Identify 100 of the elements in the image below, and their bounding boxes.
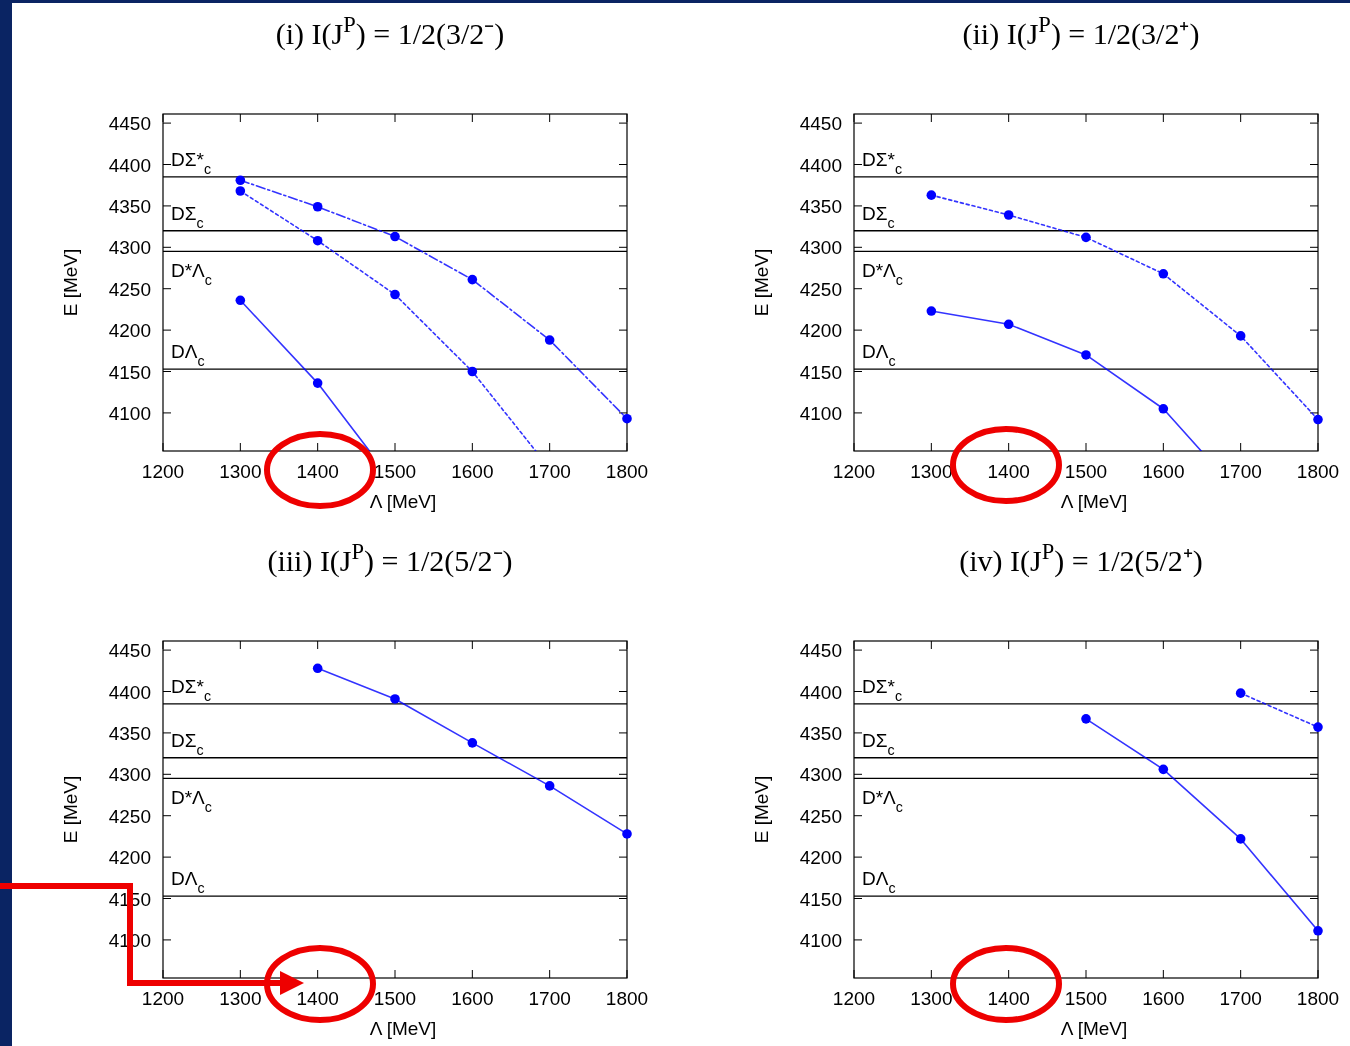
y-tick-label: 4100 xyxy=(799,929,842,951)
y-axis-title: E [MeV] xyxy=(751,775,772,844)
point xyxy=(1235,688,1246,698)
ref-line-label: DΛ$_{c}$ xyxy=(171,341,205,370)
x-axis-title: Λ [MeV] xyxy=(1060,1018,1128,1039)
point xyxy=(1081,232,1091,243)
x-tick-label: 1800 xyxy=(605,461,649,482)
x-tick-label: 1400 xyxy=(987,988,1030,1009)
point xyxy=(312,663,323,674)
y-tick-label: 4250 xyxy=(108,278,151,300)
y-tick-label: 4450 xyxy=(108,113,151,135)
y-tick-label: 4200 xyxy=(108,320,151,342)
point xyxy=(312,201,323,212)
y-tick-label: 4250 xyxy=(799,805,842,827)
y-tick-label: 4300 xyxy=(108,237,151,259)
x-tick-label: 1200 xyxy=(832,988,876,1009)
y-tick-label: 4300 xyxy=(799,237,842,259)
y-tick-label: 4450 xyxy=(108,640,151,662)
point xyxy=(467,274,478,285)
x-tick-label: 1400 xyxy=(987,461,1030,482)
ref-line-label: DΣ$_{c}$ xyxy=(862,729,895,758)
ref-line-label: D*Λ$_{c}$ xyxy=(862,260,903,289)
chart-title: (ii) I(J$^{P}$) = 1/2(3/2⁺) xyxy=(962,11,1200,51)
chart-title: (iii) I(J$^{P}$) = 1/2(5/2⁻) xyxy=(267,538,513,578)
ref-line-label: DΣ$_{c}$ xyxy=(862,202,895,231)
ref-line-label: DΣ*$_{c}$ xyxy=(862,675,902,704)
x-axis-title: Λ [MeV] xyxy=(1060,491,1128,512)
x-tick-label: 1600 xyxy=(451,988,494,1009)
y-axis-title: E [MeV] xyxy=(60,248,81,317)
point xyxy=(622,413,632,424)
y-tick-label: 4400 xyxy=(108,681,151,703)
point xyxy=(390,231,400,242)
y-tick-label: 4100 xyxy=(108,402,151,424)
ref-line-label: DΛ$_{c}$ xyxy=(171,868,205,897)
ref-line-label: D*Λ$_{c}$ xyxy=(171,260,212,289)
point xyxy=(1313,414,1323,425)
x-tick-label: 1800 xyxy=(605,988,649,1009)
y-tick-label: 4200 xyxy=(799,320,842,342)
y-tick-label: 4400 xyxy=(799,154,842,176)
x-tick-label: 1200 xyxy=(832,461,876,482)
y-tick-label: 4100 xyxy=(799,402,842,424)
y-tick-label: 4400 xyxy=(108,154,151,176)
y-tick-label: 4150 xyxy=(108,361,151,383)
ref-line-label: DΛ$_{c}$ xyxy=(862,341,896,370)
chart-title: (i) I(J$^{P}$) = 1/2(3/2⁻) xyxy=(275,11,505,51)
y-tick-label: 4150 xyxy=(799,888,842,910)
point xyxy=(544,335,555,345)
x-tick-label: 1600 xyxy=(1142,988,1185,1009)
point xyxy=(1003,210,1014,220)
y-axis-title: E [MeV] xyxy=(60,775,81,844)
ref-line-label: DΣ*$_{c}$ xyxy=(171,675,211,704)
point xyxy=(235,186,246,196)
point xyxy=(1235,331,1246,341)
point xyxy=(926,190,937,200)
x-tick-label: 1800 xyxy=(1296,461,1340,482)
y-tick-label: 4200 xyxy=(799,847,842,869)
x-tick-label: 1600 xyxy=(451,461,494,482)
x-axis-title: Λ [MeV] xyxy=(369,1018,437,1039)
point xyxy=(312,378,323,388)
point xyxy=(1313,722,1323,732)
x-tick-label: 1700 xyxy=(528,461,571,482)
x-tick-label: 1800 xyxy=(1296,988,1340,1009)
y-tick-label: 4200 xyxy=(108,847,151,869)
point xyxy=(390,694,400,704)
point xyxy=(1313,926,1323,936)
y-tick-label: 4300 xyxy=(799,764,842,786)
point xyxy=(312,235,323,246)
point xyxy=(1235,834,1246,844)
x-tick-label: 1700 xyxy=(1219,461,1262,482)
y-tick-label: 4400 xyxy=(799,681,842,703)
x-tick-label: 1300 xyxy=(910,461,953,482)
x-tick-label: 1300 xyxy=(910,988,953,1009)
point xyxy=(235,175,246,186)
point xyxy=(1158,403,1169,414)
y-tick-label: 4350 xyxy=(108,722,151,744)
point xyxy=(622,829,632,839)
point xyxy=(467,366,478,377)
y-tick-label: 4150 xyxy=(799,361,842,383)
y-tick-label: 4350 xyxy=(108,195,151,217)
point xyxy=(390,289,400,300)
x-tick-label: 1400 xyxy=(296,988,339,1009)
x-axis-title: Λ [MeV] xyxy=(369,491,437,512)
point xyxy=(1081,714,1091,724)
x-tick-label: 1500 xyxy=(373,461,417,482)
ref-line-label: DΣ$_{c}$ xyxy=(171,729,204,758)
x-tick-label: 1300 xyxy=(219,461,262,482)
x-tick-label: 1700 xyxy=(1219,988,1262,1009)
point xyxy=(1158,269,1169,279)
y-tick-label: 4450 xyxy=(799,640,842,662)
point xyxy=(1081,350,1091,360)
x-tick-label: 1300 xyxy=(219,988,262,1009)
x-tick-label: 1700 xyxy=(528,988,571,1009)
ref-line-label: D*Λ$_{c}$ xyxy=(171,787,212,816)
ref-line-label: DΣ$_{c}$ xyxy=(171,202,204,231)
point xyxy=(926,306,937,316)
ref-line-label: DΛ$_{c}$ xyxy=(862,868,896,897)
y-tick-label: 4450 xyxy=(799,113,842,135)
y-tick-label: 4250 xyxy=(108,805,151,827)
point xyxy=(544,781,555,791)
y-tick-label: 4350 xyxy=(799,722,842,744)
